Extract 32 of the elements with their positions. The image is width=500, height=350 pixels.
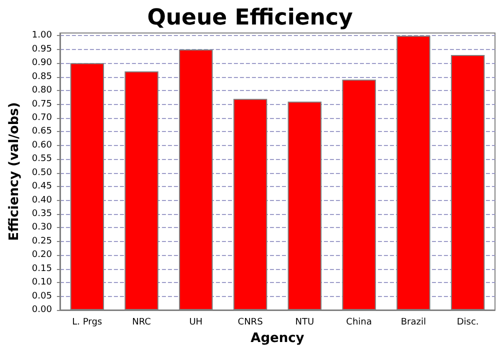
- y-tick-label: 0.05: [32, 291, 52, 302]
- y-tick-label: 0.15: [32, 264, 52, 274]
- x-tick-label: CNRS: [238, 318, 264, 328]
- y-tick-label: 0.55: [32, 154, 52, 164]
- y-tick-label: 0.35: [32, 209, 52, 220]
- y-tick-label: 0.00: [32, 305, 52, 315]
- x-tick-label: NTU: [295, 318, 314, 328]
- y-tick-label: 1.00: [32, 30, 52, 41]
- y-tick-label: 0.50: [32, 168, 52, 178]
- y-tick-label: 0.25: [32, 236, 52, 246]
- y-tick-label: 0.45: [32, 182, 52, 192]
- y-tick-label: 0.95: [32, 44, 52, 54]
- x-axis-title: Agency: [250, 331, 305, 346]
- y-tick-label: 0.80: [32, 86, 52, 96]
- x-tick-label: L. Prgs: [72, 318, 102, 328]
- y-tick-label: 0.70: [32, 113, 52, 124]
- x-tick-label: China: [346, 318, 372, 328]
- y-tick-label: 0.30: [32, 222, 52, 233]
- y-tick-label: 0.75: [32, 99, 52, 110]
- x-tick-label: UH: [189, 318, 203, 328]
- y-tick-label: 0.85: [32, 72, 52, 82]
- y-tick-label: 0.40: [32, 195, 52, 206]
- x-tick-label: Brazil: [400, 318, 426, 328]
- x-tick-label: NRC: [132, 318, 151, 328]
- y-tick-label: 0.90: [32, 58, 52, 68]
- x-tick-label: Disc.: [456, 318, 479, 328]
- chart-title: Queue Efficiency: [147, 6, 353, 30]
- y-tick-label: 0.60: [32, 140, 52, 150]
- y-tick-label: 0.65: [32, 126, 52, 137]
- y-axis-title: Efficiency (val/obs): [7, 102, 22, 241]
- y-tick-label: 0.20: [32, 250, 52, 260]
- y-tick-label: 0.10: [32, 278, 52, 288]
